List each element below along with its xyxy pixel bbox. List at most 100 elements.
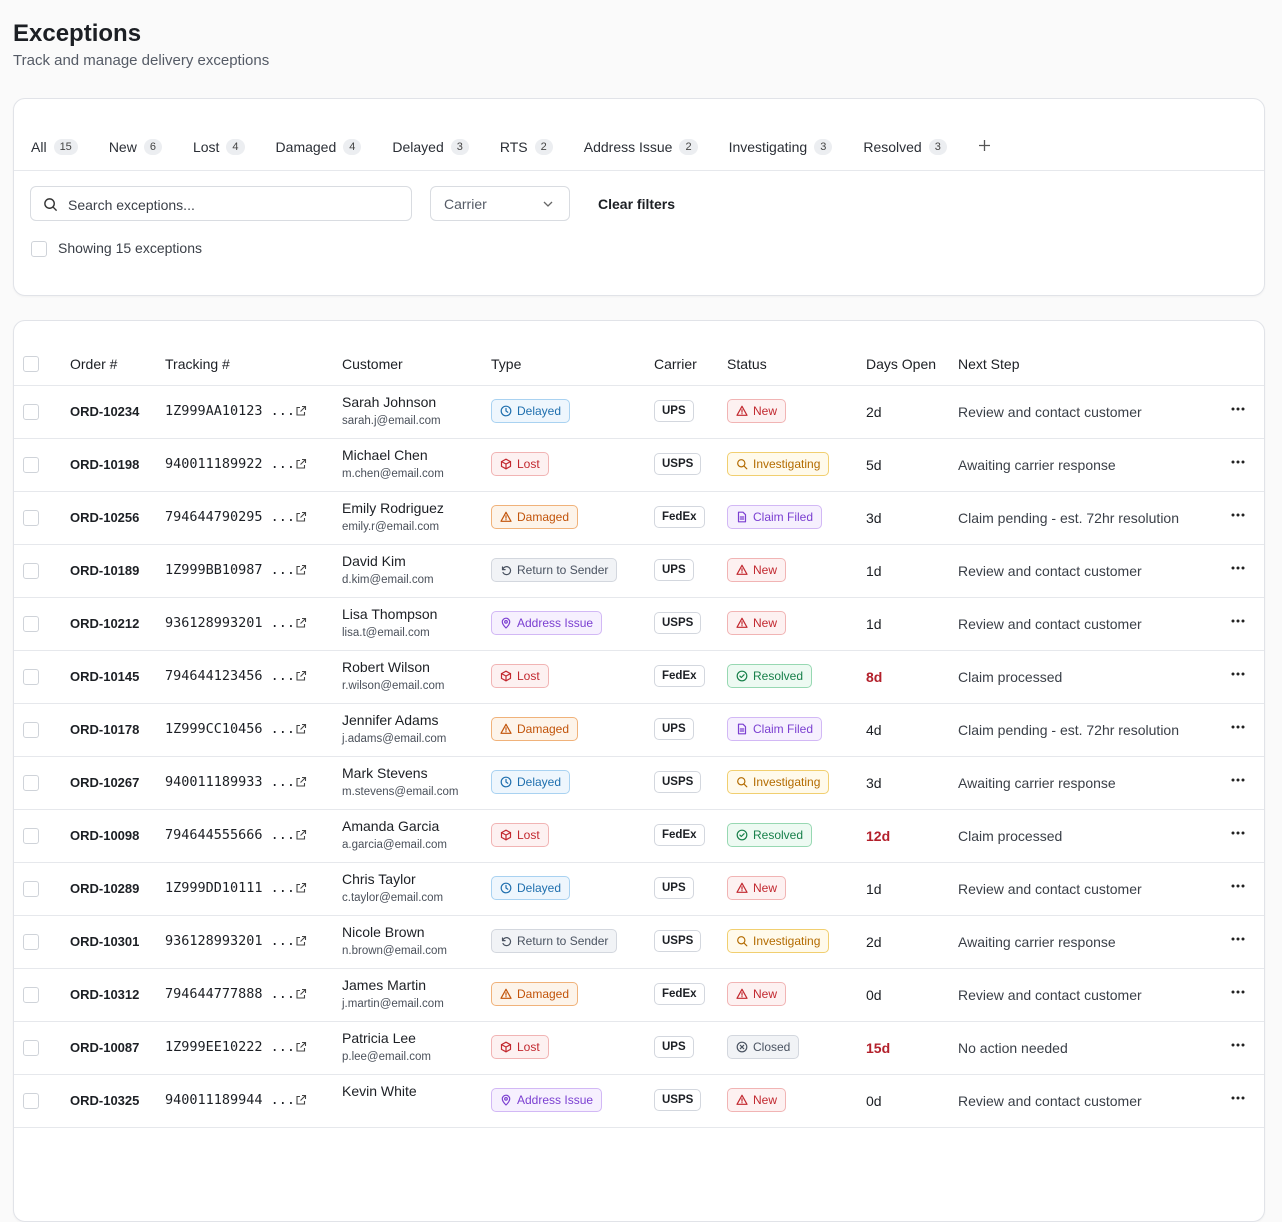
more-icon <box>1231 1096 1245 1100</box>
external-link[interactable] <box>295 616 307 634</box>
customer-email: emily.r@email.com <box>342 521 440 533</box>
result-count: Showing 15 exceptions <box>58 240 202 256</box>
badge-label: Return to Sender <box>517 934 609 948</box>
next-step: Claim pending - est. 72hr resolution <box>958 722 1180 738</box>
external-link[interactable] <box>295 987 307 1005</box>
row-actions[interactable] <box>1230 401 1246 422</box>
carrier-select[interactable]: Carrier <box>430 186 570 221</box>
tracking-number: 794644555666 ... <box>165 827 296 843</box>
table-row: ORD-10234 1Z999AA10123 ... Sarah Johnson sa… <box>14 386 1264 439</box>
tracking-number: 1Z999CC10456 ... <box>165 721 296 737</box>
external-link[interactable] <box>295 881 307 899</box>
tab[interactable]: New 6 <box>108 138 162 155</box>
customer-email: d.kim@email.com <box>342 574 434 586</box>
row-actions[interactable] <box>1230 878 1246 899</box>
tracking-number: 794644777888 ... <box>165 986 296 1002</box>
days-open: 5d <box>866 457 882 473</box>
row-checkbox[interactable] <box>23 881 39 897</box>
tab[interactable]: All 15 <box>31 138 78 155</box>
row-checkbox[interactable] <box>23 775 39 791</box>
row-checkbox[interactable] <box>23 1040 39 1056</box>
row-actions[interactable] <box>1230 1090 1246 1111</box>
badge-label: New <box>753 404 778 418</box>
tab[interactable]: Resolved 3 <box>863 138 947 155</box>
row-checkbox[interactable] <box>23 669 39 685</box>
customer-name: Michael Chen <box>342 447 428 463</box>
row-checkbox[interactable] <box>23 987 39 1003</box>
badge: Return to Sender <box>491 929 618 953</box>
external-link[interactable] <box>295 457 307 475</box>
tab[interactable]: Damaged 4 <box>276 138 362 155</box>
external-link-icon <box>296 564 307 575</box>
next-step: Review and contact customer <box>958 1093 1142 1109</box>
row-checkbox[interactable] <box>23 457 39 473</box>
row-actions[interactable] <box>1230 825 1246 846</box>
row-actions[interactable] <box>1230 454 1246 475</box>
next-step: Claim processed <box>958 828 1063 844</box>
row-actions[interactable] <box>1230 719 1246 740</box>
badge: New <box>727 876 787 900</box>
column-header: Status <box>727 356 767 372</box>
external-link[interactable] <box>295 722 307 740</box>
tab[interactable]: Lost 4 <box>193 138 245 155</box>
tab-label: New <box>108 138 137 155</box>
external-link-icon <box>296 1094 307 1105</box>
tab[interactable]: RTS 2 <box>499 138 553 155</box>
row-checkbox[interactable] <box>23 828 39 844</box>
order-number: ORD-10178 <box>70 722 140 737</box>
column-header: Customer <box>342 356 403 372</box>
tab[interactable]: Delayed 3 <box>392 138 469 155</box>
row-actions[interactable] <box>1230 507 1246 528</box>
column-header: Days Open <box>866 356 937 372</box>
badge: Delayed <box>491 770 571 794</box>
row-checkbox[interactable] <box>23 510 39 526</box>
row-actions[interactable] <box>1230 1037 1246 1058</box>
search-input[interactable]: Search exceptions... <box>30 186 412 221</box>
row-checkbox[interactable] <box>23 722 39 738</box>
external-link[interactable] <box>295 1093 307 1111</box>
row-actions[interactable] <box>1230 613 1246 634</box>
external-link-icon <box>296 829 307 840</box>
badge: Resolved <box>727 664 813 688</box>
row-checkbox[interactable] <box>23 404 39 420</box>
tab[interactable]: Investigating 3 <box>729 138 833 155</box>
external-link[interactable] <box>295 404 307 422</box>
badge: Investigating <box>727 770 830 794</box>
tracking-number: 936128993201 ... <box>165 615 296 631</box>
row-checkbox[interactable] <box>23 934 39 950</box>
order-number: ORD-10145 <box>70 669 140 684</box>
row-actions[interactable] <box>1230 666 1246 687</box>
external-link[interactable] <box>295 510 307 528</box>
more-icon <box>1231 672 1245 676</box>
badge: Address Issue <box>491 611 603 635</box>
customer-email: r.wilson@email.com <box>342 680 445 692</box>
tab-label: RTS <box>499 138 528 155</box>
external-link-icon <box>296 617 307 628</box>
external-link[interactable] <box>295 669 307 687</box>
tab-count: 4 <box>226 138 245 155</box>
clear-filters[interactable]: Clear filters <box>598 196 676 212</box>
column-header: Order # <box>70 356 118 372</box>
checkbox[interactable] <box>31 241 47 257</box>
external-link[interactable] <box>295 1040 307 1058</box>
external-link[interactable] <box>295 775 307 793</box>
row-checkbox[interactable] <box>23 1093 39 1109</box>
more-icon <box>1231 725 1245 729</box>
external-link[interactable] <box>295 828 307 846</box>
days-open: 15d <box>866 1040 891 1056</box>
row-actions[interactable] <box>1230 931 1246 952</box>
select-all-checkbox[interactable] <box>23 356 39 372</box>
row-actions[interactable] <box>1230 984 1246 1005</box>
badge-icon <box>736 617 748 628</box>
external-link[interactable] <box>295 563 307 581</box>
badge: New <box>727 558 787 582</box>
tab[interactable]: Address Issue 2 <box>584 138 698 155</box>
row-checkbox[interactable] <box>23 563 39 579</box>
badge: New <box>727 399 787 423</box>
row-actions[interactable] <box>1230 560 1246 581</box>
row-checkbox[interactable] <box>23 616 39 632</box>
add-tab[interactable] <box>978 135 991 158</box>
carrier-badge: FedEx <box>654 506 705 528</box>
row-actions[interactable] <box>1230 772 1246 793</box>
external-link[interactable] <box>295 934 307 952</box>
